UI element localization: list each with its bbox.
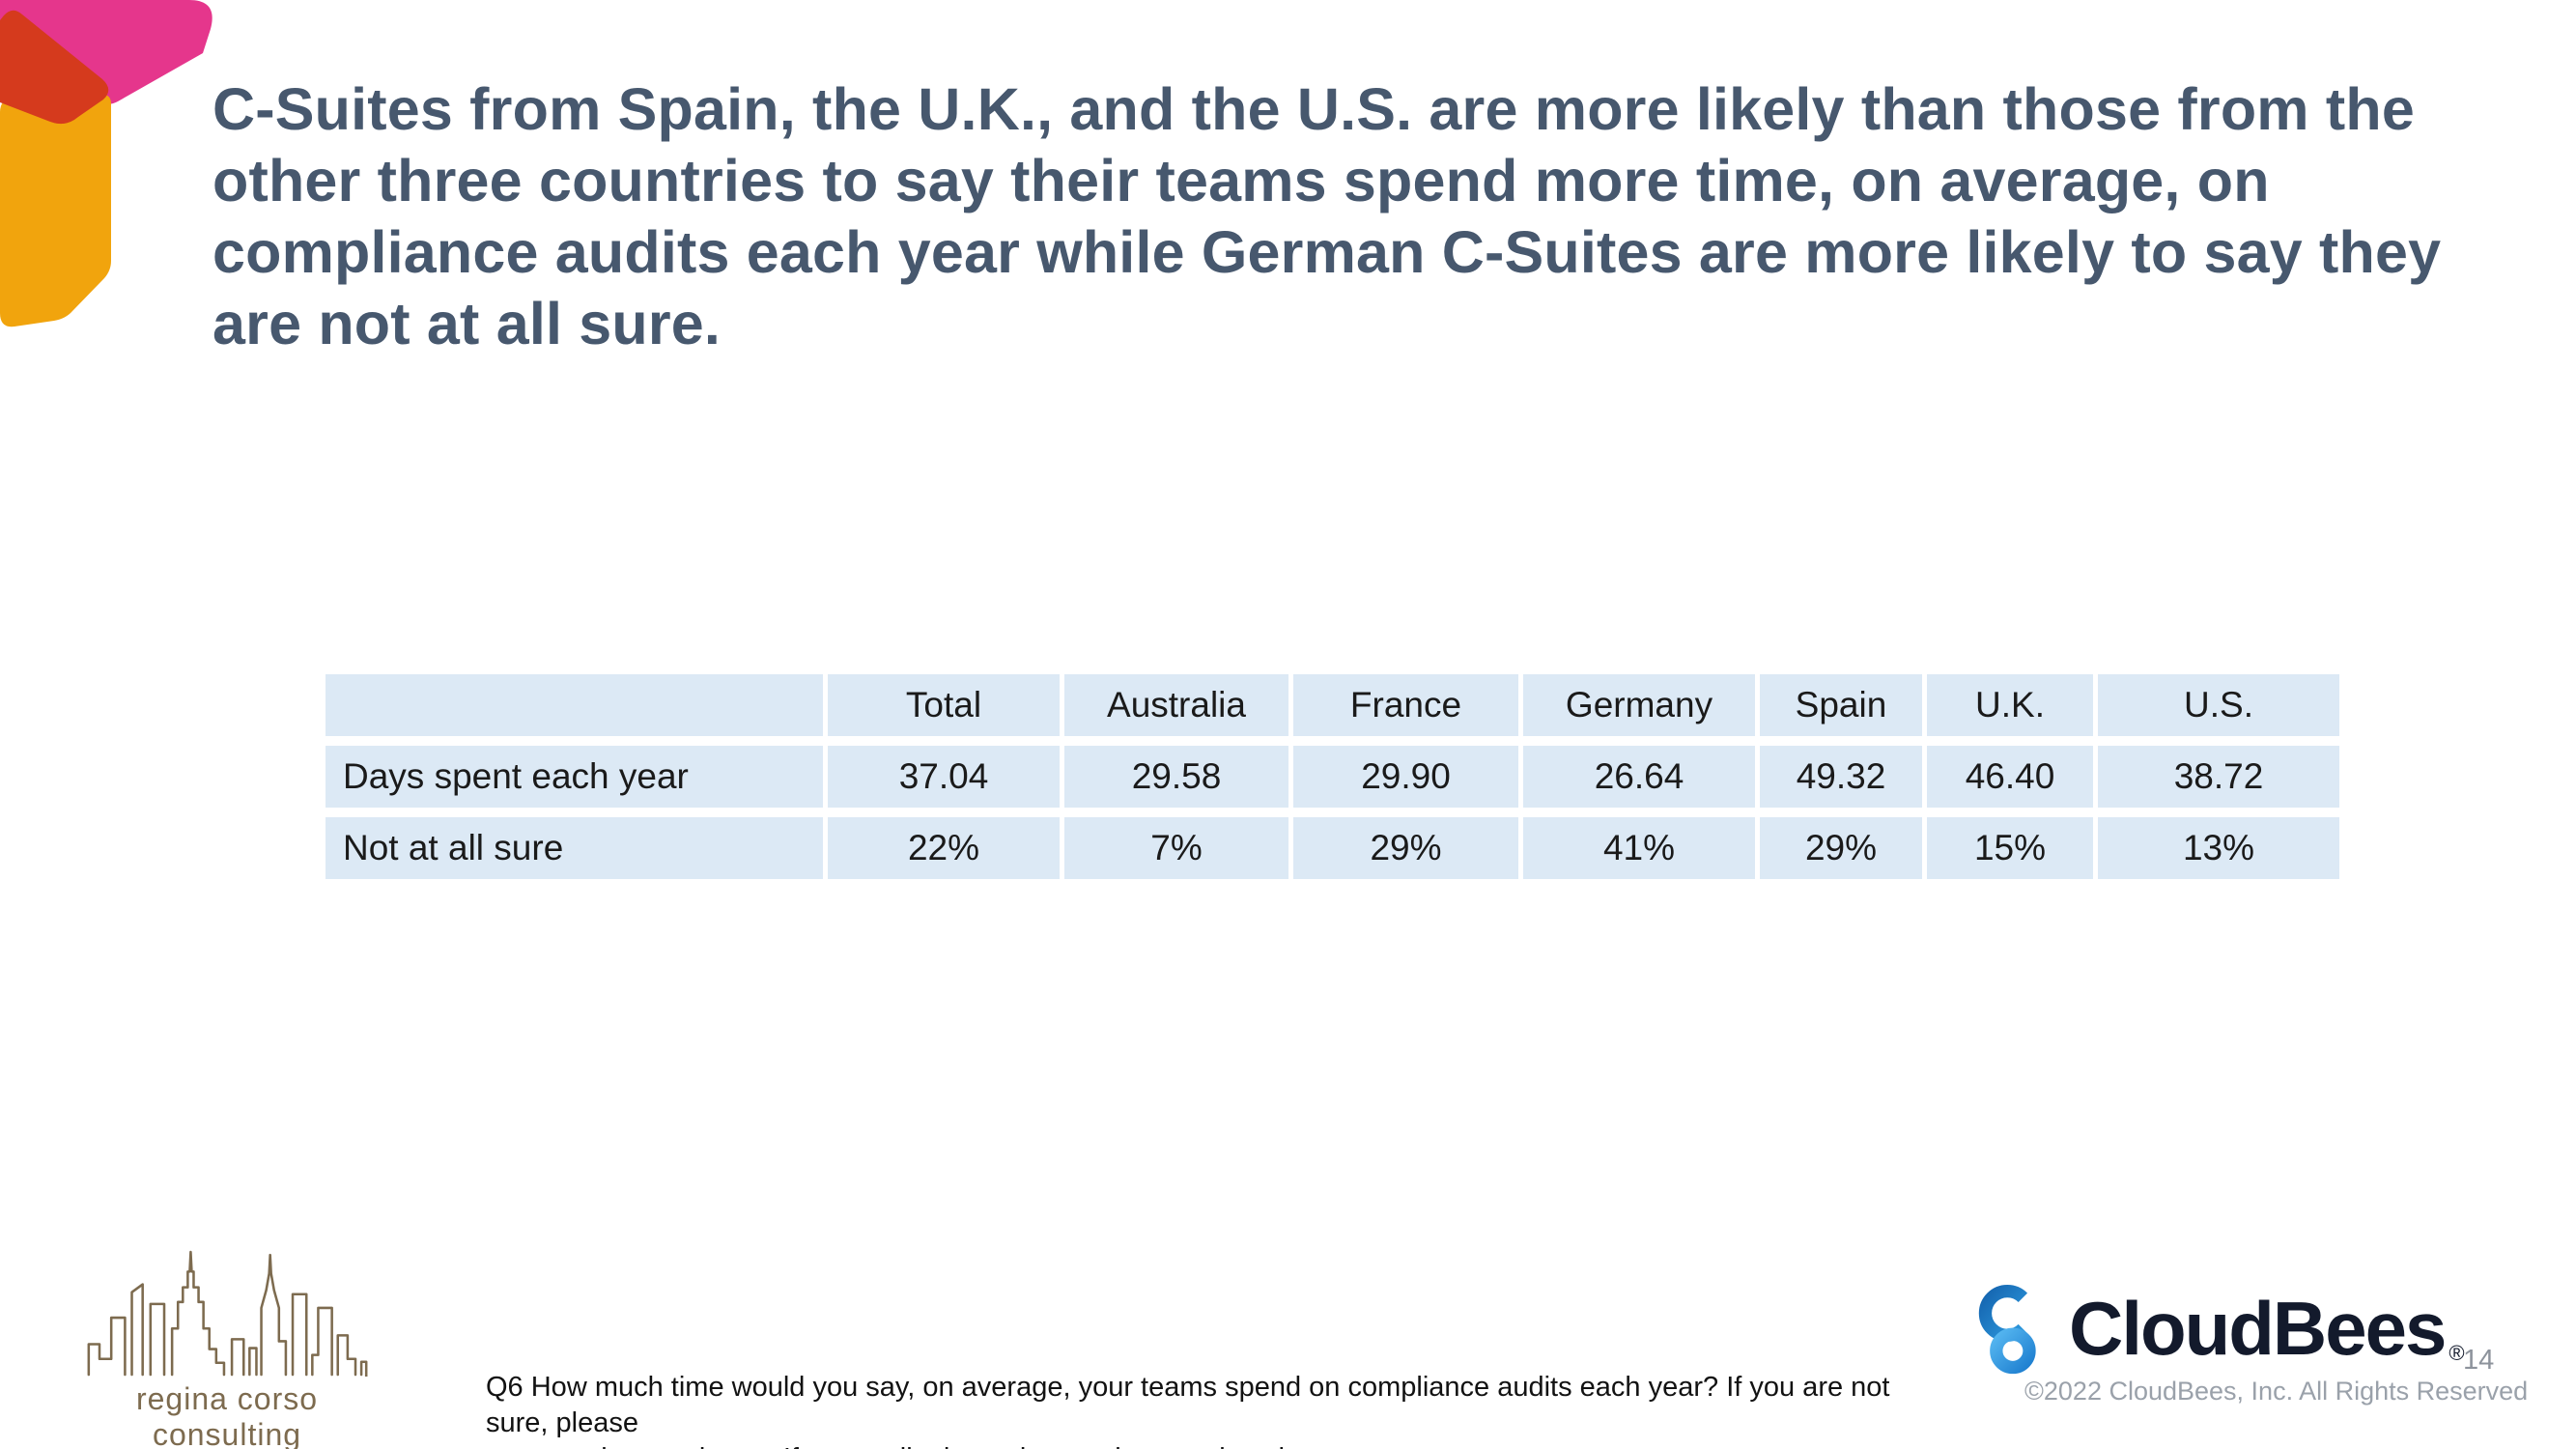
table-cell: 29% [1293, 817, 1518, 879]
row-label: Not at all sure [326, 817, 823, 879]
header-cell-spain: Spain [1760, 674, 1922, 736]
cloudbees-mark-icon [1978, 1285, 2036, 1375]
cloudbees-wordmark: CloudBees [2069, 1286, 2447, 1371]
table-row: Days spent each year 37.04 29.58 29.90 2… [326, 746, 2339, 808]
table-cell: 37.04 [828, 746, 1060, 808]
table-cell: 22% [828, 817, 1060, 879]
table-cell: 29% [1760, 817, 1922, 879]
table-cell: 29.58 [1064, 746, 1288, 808]
table-cell: 26.64 [1523, 746, 1755, 808]
registered-trademark-symbol: ® [2449, 1341, 2465, 1365]
table-cell: 49.32 [1760, 746, 1922, 808]
city-skyline-icon [87, 1250, 368, 1378]
table-cell: 46.40 [1927, 746, 2093, 808]
table-cell: 41% [1523, 817, 1755, 879]
table-header-row: Total Australia France Germany Spain U.K… [326, 674, 2339, 736]
table-cell: 29.90 [1293, 746, 1518, 808]
header-cell-france: France [1293, 674, 1518, 736]
row-label: Days spent each year [326, 746, 823, 808]
page-number: 14 [2463, 1345, 2495, 1376]
regina-logo-text: regina corso consulting [135, 1381, 319, 1449]
question-footnote: Q6 How much time would you say, on avera… [486, 1372, 1890, 1449]
page-title: C-Suites from Spain, the U.K., and the U… [212, 76, 2442, 356]
header-cell-us: U.S. [2098, 674, 2339, 736]
regina-corso-logo: regina corso consulting [82, 1249, 372, 1449]
table-cell: 13% [2098, 817, 2339, 879]
header-cell-blank [326, 674, 823, 736]
table-cell: 15% [1927, 817, 2093, 879]
header-cell-total: Total [828, 674, 1060, 736]
header-cell-germany: Germany [1523, 674, 1755, 736]
table-cell: 38.72 [2098, 746, 2339, 808]
table-cell: 7% [1064, 817, 1288, 879]
cloudbees-logo: CloudBees ® ©2022 CloudBees, Inc. All Ri… [1968, 1285, 2528, 1406]
header-cell-australia: Australia [1064, 674, 1288, 736]
table-row: Not at all sure 22% 7% 29% 41% 29% 15% 1… [326, 817, 2339, 879]
box-logo-icon [0, 0, 212, 327]
copyright-text: ©2022 CloudBees, Inc. All Rights Reserve… [2024, 1377, 2529, 1406]
header-cell-uk: U.K. [1927, 674, 2093, 736]
results-table: Total Australia France Germany Spain U.K… [321, 665, 2344, 889]
